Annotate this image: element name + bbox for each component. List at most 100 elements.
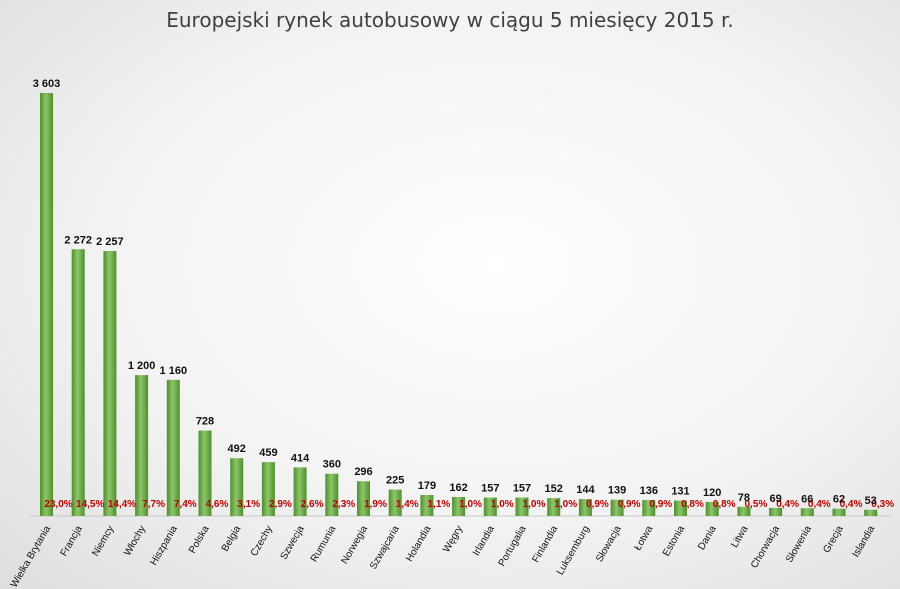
percent-label-6: 3,1% xyxy=(237,499,260,510)
percent-label-15: 1,0% xyxy=(523,499,546,510)
value-label-16: 152 xyxy=(545,483,563,495)
bar-15 xyxy=(515,497,529,516)
value-label-4: 1 160 xyxy=(160,365,188,377)
value-label-6: 492 xyxy=(228,443,246,455)
value-label-3: 1 200 xyxy=(128,360,156,372)
percent-label-14: 1,0% xyxy=(491,499,514,510)
bar-6 xyxy=(230,458,244,516)
value-label-21: 120 xyxy=(703,487,721,499)
category-label-10: Norwegia xyxy=(339,524,370,566)
category-label-21: Dania xyxy=(696,524,719,553)
bar-3 xyxy=(135,375,149,516)
bar-11 xyxy=(388,489,402,516)
percent-label-22: 0,5% xyxy=(745,499,768,510)
bar-19 xyxy=(642,500,656,516)
bar-7 xyxy=(261,462,275,516)
category-label-24: Słowenia xyxy=(784,524,814,565)
bar-25 xyxy=(832,508,846,516)
chart-title: Europejski rynek autobusowy w ciągu 5 mi… xyxy=(166,8,734,32)
value-label-7: 459 xyxy=(259,447,277,459)
category-label-11: Szwajcaria xyxy=(368,524,402,572)
percent-label-20: 0,8% xyxy=(681,499,704,510)
category-label-6: Belgia xyxy=(220,524,244,554)
category-label-20: Estonia xyxy=(661,524,687,559)
value-label-19: 136 xyxy=(640,485,658,497)
category-label-18: Słowacja xyxy=(594,524,624,565)
bar-9 xyxy=(325,473,339,516)
percent-label-2: 14,4% xyxy=(108,499,136,510)
bar-5 xyxy=(198,430,212,516)
value-label-9: 360 xyxy=(323,459,341,471)
value-label-26: 53 xyxy=(865,495,877,507)
percent-label-10: 1,9% xyxy=(364,499,387,510)
percent-label-3: 7,7% xyxy=(142,499,165,510)
category-label-25: Grecja xyxy=(821,524,845,555)
category-label-9: Rumunia xyxy=(309,524,339,565)
value-label-5: 728 xyxy=(196,416,214,428)
value-label-0: 3 603 xyxy=(33,78,61,90)
bar-26 xyxy=(864,509,878,516)
category-label-19: Łotwa xyxy=(633,524,656,553)
bar-0 xyxy=(40,93,53,516)
value-label-8: 414 xyxy=(291,452,310,464)
bar-14 xyxy=(483,497,497,516)
bar-2 xyxy=(103,251,117,516)
value-label-15: 157 xyxy=(513,483,531,495)
bar-16 xyxy=(547,498,561,516)
percent-label-11: 1,4% xyxy=(396,499,419,510)
category-label-3: Włochy xyxy=(122,524,148,558)
category-label-22: Litwa xyxy=(729,524,750,550)
value-label-13: 162 xyxy=(449,482,467,494)
bar-10 xyxy=(357,481,370,516)
percent-label-26: 0,3% xyxy=(871,499,894,510)
percent-label-19: 0,9% xyxy=(649,499,672,510)
percent-label-0: 23,0% xyxy=(44,499,72,510)
percent-label-21: 0,8% xyxy=(713,499,736,510)
value-label-20: 131 xyxy=(671,486,689,498)
percent-label-18: 0,9% xyxy=(618,499,641,510)
value-label-11: 225 xyxy=(386,475,404,487)
percent-label-1: 14,5% xyxy=(76,499,104,510)
bar-24 xyxy=(800,508,814,516)
category-label-2: Niemcy xyxy=(90,524,116,558)
category-label-13: Węgry xyxy=(441,524,465,555)
category-label-26: Islandia xyxy=(851,524,878,560)
value-label-2: 2 257 xyxy=(96,236,124,248)
category-label-5: Polska xyxy=(187,524,212,556)
category-label-15: Portugalia xyxy=(497,524,529,569)
bar-23 xyxy=(769,507,783,516)
bar-18 xyxy=(610,499,624,516)
value-label-22: 78 xyxy=(738,492,750,504)
percent-label-24: 0,4% xyxy=(808,499,831,510)
percent-label-23: 0,4% xyxy=(776,499,799,510)
percent-label-25: 0,4% xyxy=(840,499,863,510)
percent-label-8: 2,6% xyxy=(301,499,324,510)
percent-label-16: 1,0% xyxy=(554,499,577,510)
category-label-4: Hiszpania xyxy=(148,524,180,568)
value-label-12: 179 xyxy=(418,480,436,492)
percent-label-5: 4,6% xyxy=(206,499,229,510)
percent-label-12: 1,1% xyxy=(428,499,451,510)
bar-12 xyxy=(420,494,434,516)
bar-13 xyxy=(452,496,466,516)
bar-20 xyxy=(674,500,687,516)
percent-label-13: 1,0% xyxy=(459,499,482,510)
percent-label-17: 0,9% xyxy=(586,499,609,510)
value-label-18: 139 xyxy=(608,485,626,497)
percent-label-7: 2,9% xyxy=(269,499,292,510)
category-label-1: Francja xyxy=(59,524,85,559)
bar-22 xyxy=(737,506,751,516)
category-label-0: Wielka Brytania xyxy=(9,524,53,589)
value-label-24: 66 xyxy=(801,493,813,505)
value-label-14: 157 xyxy=(481,483,499,495)
category-label-17: Luksemburg xyxy=(555,524,592,577)
percent-label-9: 2,3% xyxy=(332,499,355,510)
percent-label-4: 7,4% xyxy=(174,499,197,510)
category-label-12: Holandia xyxy=(404,524,433,564)
category-label-14: Irlandia xyxy=(471,524,497,558)
bar-8 xyxy=(293,467,307,516)
category-label-16: Finlandia xyxy=(530,524,560,565)
bar-4 xyxy=(166,379,180,516)
value-label-1: 2 272 xyxy=(64,234,92,246)
